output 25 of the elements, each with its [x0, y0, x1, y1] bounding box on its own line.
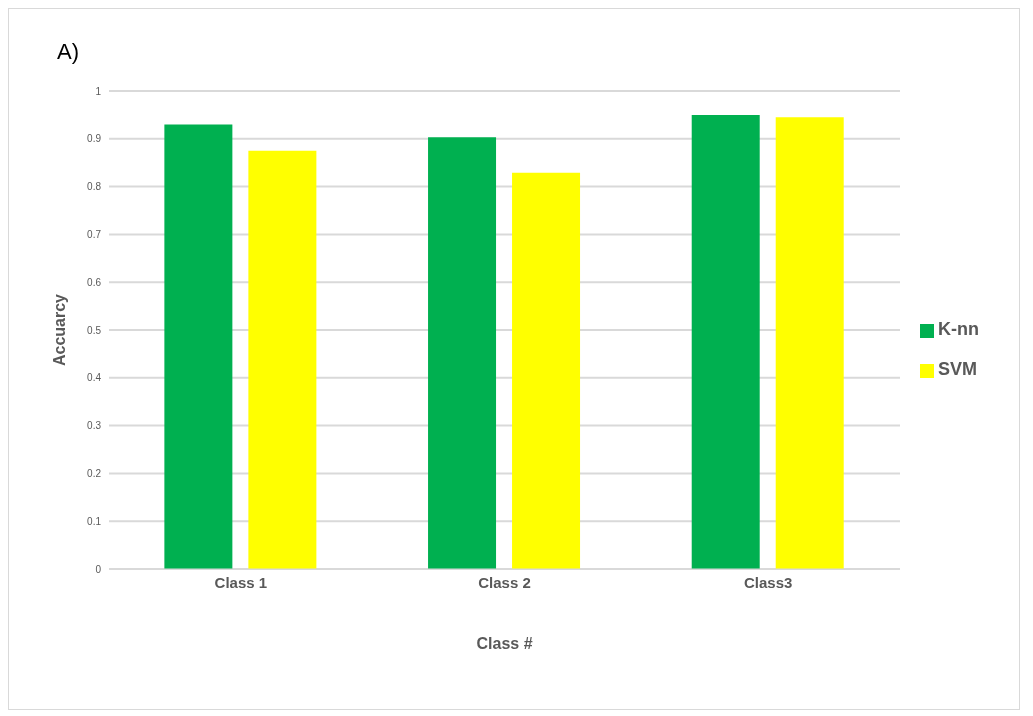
bar: [248, 150, 317, 569]
x-tick-label: Class 2: [478, 573, 531, 591]
bar: [164, 124, 233, 569]
x-tick-label: Class3: [743, 573, 793, 591]
y-tick-label: 0.7: [87, 228, 102, 240]
y-tick-label: 0.8: [87, 181, 102, 193]
y-tick-label: 0: [95, 563, 102, 575]
bar: [428, 137, 497, 569]
legend-label: K-nn: [938, 319, 979, 339]
bar: [512, 172, 581, 569]
y-tick-label: 0.3: [87, 420, 102, 432]
y-tick-label: 0.1: [87, 515, 102, 527]
y-tick-label: 0.9: [87, 133, 102, 145]
chart-title: A): [57, 39, 79, 65]
y-tick-label: 0.4: [87, 372, 102, 384]
y-axis-title: Accuarcy: [50, 293, 68, 367]
y-tick-label: 0.2: [87, 467, 102, 479]
x-axis-title: Class #: [476, 635, 533, 652]
bar: [691, 114, 760, 569]
y-tick-label: 0.5: [87, 324, 102, 336]
bar: [775, 117, 844, 569]
x-tick-label: Class 1: [214, 573, 268, 591]
legend-label: SVM: [938, 359, 978, 379]
y-tick-label: 1: [95, 85, 102, 97]
y-tick-label: 0.6: [87, 276, 102, 288]
